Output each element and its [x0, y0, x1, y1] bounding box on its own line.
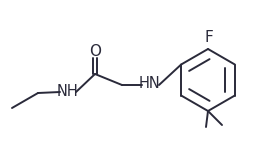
Text: HN: HN — [139, 76, 161, 92]
Text: NH: NH — [57, 84, 79, 99]
Text: F: F — [205, 30, 213, 45]
Text: O: O — [89, 45, 101, 60]
